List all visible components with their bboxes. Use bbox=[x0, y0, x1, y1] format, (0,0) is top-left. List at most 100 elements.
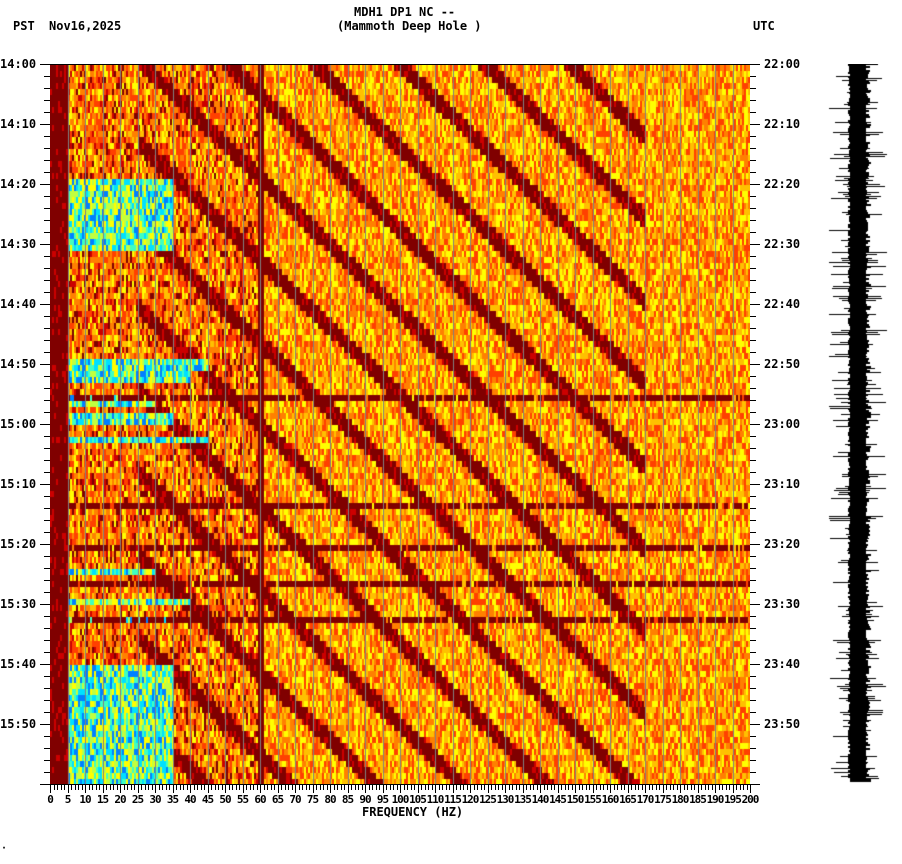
timezone-left-label: PST bbox=[13, 19, 35, 33]
y-minor-tick-right bbox=[750, 652, 756, 653]
x-tick bbox=[414, 784, 415, 790]
footer-mark: · bbox=[1, 843, 8, 854]
y-major-tick-left bbox=[40, 664, 50, 665]
x-tick bbox=[243, 784, 244, 793]
x-tick bbox=[376, 784, 377, 790]
x-tick bbox=[488, 784, 489, 793]
x-tick-label: 30 bbox=[149, 793, 161, 806]
x-axis-line bbox=[50, 784, 751, 785]
y-minor-tick-left bbox=[44, 280, 50, 281]
y-tick-label-pst: 14:50 bbox=[0, 357, 37, 371]
y-minor-tick-right bbox=[750, 460, 756, 461]
y-minor-tick-left bbox=[44, 448, 50, 449]
y-tick-label-pst: 14:30 bbox=[0, 237, 37, 251]
x-tick bbox=[516, 784, 517, 790]
x-tick bbox=[383, 784, 384, 793]
x-tick bbox=[491, 784, 492, 790]
station-title: MDH1 DP1 NC -- bbox=[354, 5, 456, 19]
y-minor-tick-right bbox=[750, 172, 756, 173]
y-major-tick-right bbox=[750, 64, 760, 65]
y-minor-tick-left bbox=[44, 256, 50, 257]
x-tick bbox=[323, 784, 324, 790]
x-tick bbox=[467, 784, 468, 790]
x-tick-label: 75 bbox=[306, 793, 319, 806]
x-tick bbox=[358, 784, 359, 790]
y-minor-tick-left bbox=[44, 100, 50, 101]
y-minor-tick-right bbox=[750, 136, 756, 137]
x-tick-label: 145 bbox=[549, 793, 567, 806]
x-tick bbox=[85, 784, 86, 793]
y-tick-label-utc: 22:40 bbox=[764, 297, 801, 311]
x-tick-label: 100 bbox=[391, 793, 410, 806]
y-minor-tick-left bbox=[44, 412, 50, 413]
x-tick bbox=[225, 784, 226, 793]
x-tick bbox=[537, 784, 538, 790]
x-tick bbox=[337, 784, 338, 790]
x-tick bbox=[663, 784, 664, 793]
x-tick bbox=[215, 784, 216, 790]
x-tick bbox=[400, 784, 401, 793]
x-tick bbox=[740, 784, 741, 790]
x-tick-label: 185 bbox=[689, 793, 707, 806]
y-tick-label-utc: 22:30 bbox=[764, 237, 801, 251]
x-tick bbox=[603, 784, 604, 790]
y-minor-tick-left bbox=[44, 76, 50, 77]
x-tick bbox=[253, 784, 254, 790]
x-tick bbox=[92, 784, 93, 790]
y-major-tick-left bbox=[40, 544, 50, 545]
x-tick bbox=[141, 784, 142, 790]
y-minor-tick-right bbox=[750, 112, 756, 113]
y-tick-label-pst: 15:00 bbox=[0, 417, 37, 431]
x-tick bbox=[138, 784, 139, 793]
x-tick bbox=[442, 784, 443, 790]
x-tick bbox=[551, 784, 552, 790]
x-tick bbox=[295, 784, 296, 793]
x-tick bbox=[691, 784, 692, 790]
x-tick-label: 125 bbox=[479, 793, 497, 806]
x-tick bbox=[747, 784, 748, 790]
y-minor-tick-left bbox=[44, 436, 50, 437]
y-minor-tick-left bbox=[44, 136, 50, 137]
y-minor-tick-left bbox=[44, 196, 50, 197]
y-major-tick-left bbox=[40, 184, 50, 185]
x-tick bbox=[673, 784, 674, 790]
x-tick-label: 45 bbox=[201, 793, 214, 806]
x-tick bbox=[719, 784, 720, 790]
x-tick-label: 15 bbox=[96, 793, 109, 806]
x-tick bbox=[694, 784, 695, 790]
x-tick-label: 55 bbox=[236, 793, 249, 806]
x-tick bbox=[575, 784, 576, 793]
y-tick-label-pst: 15:10 bbox=[0, 477, 37, 491]
x-tick bbox=[341, 784, 342, 790]
x-tick bbox=[351, 784, 352, 790]
x-tick-label: 150 bbox=[566, 793, 585, 806]
y-minor-tick-left bbox=[44, 520, 50, 521]
y-minor-tick-right bbox=[750, 220, 756, 221]
x-tick bbox=[103, 784, 104, 793]
y-major-tick-left bbox=[40, 724, 50, 725]
x-tick bbox=[222, 784, 223, 790]
x-tick bbox=[687, 784, 688, 790]
y-minor-tick-left bbox=[44, 616, 50, 617]
x-tick bbox=[677, 784, 678, 790]
x-tick bbox=[117, 784, 118, 790]
y-major-tick-left bbox=[40, 604, 50, 605]
y-minor-tick-right bbox=[750, 568, 756, 569]
x-tick bbox=[288, 784, 289, 790]
x-tick bbox=[596, 784, 597, 790]
x-tick bbox=[446, 784, 447, 790]
y-tick-label-pst: 15:50 bbox=[0, 717, 37, 731]
y-major-tick-right bbox=[750, 124, 760, 125]
x-tick-label: 190 bbox=[706, 793, 725, 806]
x-tick bbox=[152, 784, 153, 790]
x-tick-label: 40 bbox=[184, 793, 196, 806]
x-tick bbox=[355, 784, 356, 790]
y-minor-tick-right bbox=[750, 772, 756, 773]
x-tick bbox=[456, 784, 457, 790]
x-tick bbox=[334, 784, 335, 790]
x-tick-label: 65 bbox=[271, 793, 284, 806]
y-tick-label-utc: 22:10 bbox=[764, 117, 801, 131]
x-tick bbox=[82, 784, 83, 790]
x-tick bbox=[320, 784, 321, 790]
y-tick-label-utc: 23:30 bbox=[764, 597, 801, 611]
